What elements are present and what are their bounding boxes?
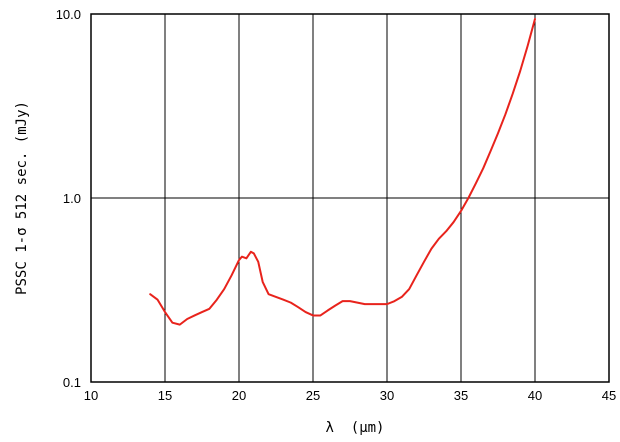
x-tick-label: 35 bbox=[454, 388, 468, 403]
x-tick-label: 30 bbox=[380, 388, 394, 403]
x-tick-label: 10 bbox=[84, 388, 98, 403]
y-tick-label: 0.1 bbox=[63, 375, 81, 390]
x-tick-label: 40 bbox=[528, 388, 542, 403]
y-tick-labels: 0.1 1.0 10.0 bbox=[56, 7, 81, 390]
x-tick-label: 25 bbox=[306, 388, 320, 403]
grid bbox=[91, 14, 609, 382]
x-axis-title: λ (μm) bbox=[325, 420, 384, 436]
x-tick-label: 45 bbox=[602, 388, 616, 403]
y-tick-label: 10.0 bbox=[56, 7, 81, 22]
y-axis-title: PSSC 1-σ 512 sec. (mJy) bbox=[14, 101, 30, 295]
x-tick-labels: 10 15 20 25 30 35 40 45 bbox=[84, 388, 616, 403]
series-layer bbox=[149, 17, 536, 326]
plot-frame bbox=[90, 13, 610, 383]
y-tick-label: 1.0 bbox=[63, 191, 81, 206]
x-tick-label: 15 bbox=[158, 388, 172, 403]
series-line bbox=[149, 17, 536, 326]
x-tick-label: 20 bbox=[232, 388, 246, 403]
